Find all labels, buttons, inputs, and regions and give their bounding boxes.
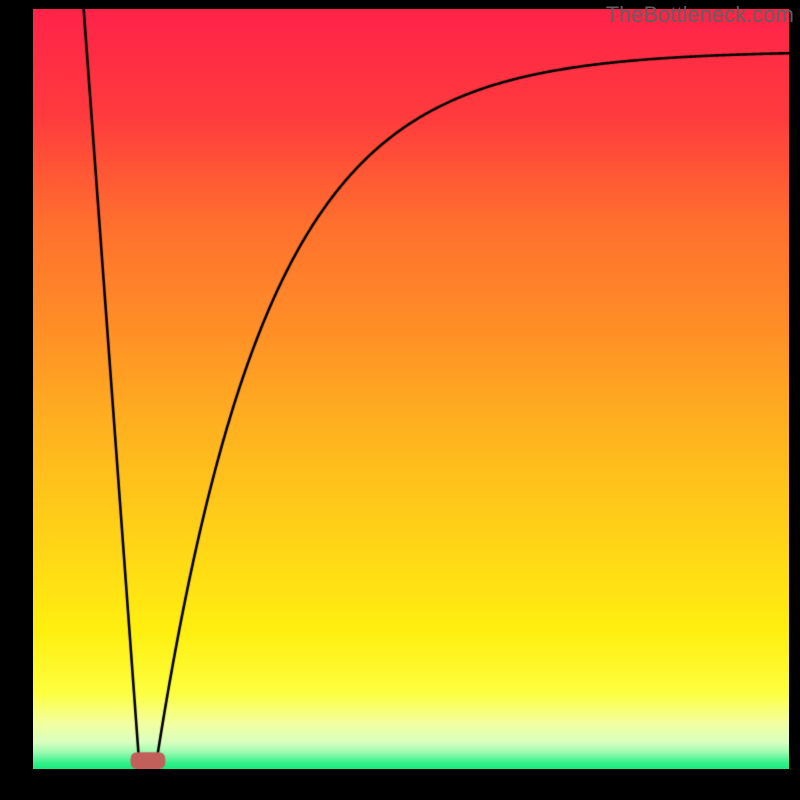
chart-container: TheBottleneck.com (0, 0, 800, 800)
watermark-text: TheBottleneck.com (606, 2, 794, 28)
plot-area (33, 9, 789, 769)
plot-canvas (33, 9, 789, 769)
